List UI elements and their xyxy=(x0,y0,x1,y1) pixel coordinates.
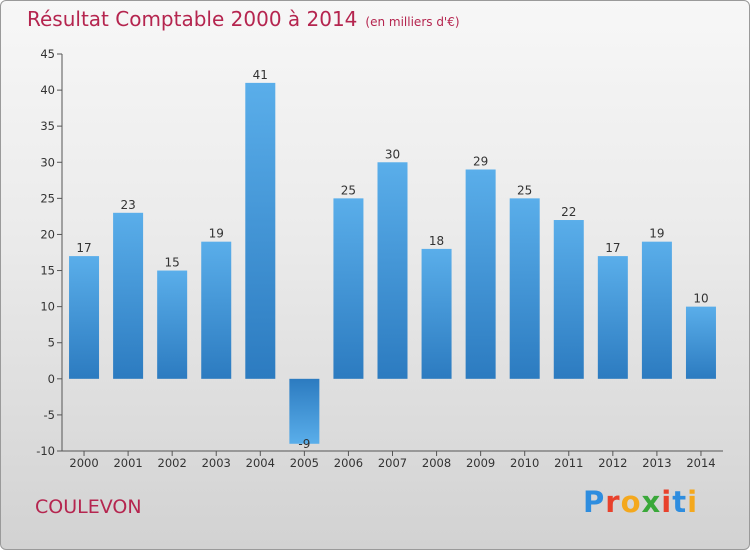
town-name: COULEVON xyxy=(35,496,142,518)
logo-letter: i xyxy=(661,485,673,519)
x-tick-label: 2007 xyxy=(378,456,407,470)
data-label: 15 xyxy=(165,256,180,270)
y-tick-label: 0 xyxy=(48,372,55,386)
chart-axes: -10 -5 0 5 10 15 20 25 30 35 40 45 2000 2001 2002 2003 2… xyxy=(36,47,723,470)
logo-letter: t xyxy=(672,485,688,519)
bar xyxy=(465,169,496,379)
data-label: 17 xyxy=(76,241,91,255)
y-tick-label: 25 xyxy=(40,191,55,205)
data-label: 18 xyxy=(429,234,444,248)
x-tick-label: 2001 xyxy=(113,456,142,470)
x-tick-label: 2008 xyxy=(422,456,451,470)
chart-data-labels: 17 23 15 19 41 -9 25 30 18 29 25 22 17 19 10 xyxy=(76,68,708,451)
bar xyxy=(641,241,672,379)
bar xyxy=(201,241,232,379)
y-tick-label: -10 xyxy=(36,444,55,458)
x-tick-label: 2005 xyxy=(290,456,319,470)
y-tick-label: 30 xyxy=(40,155,55,169)
y-tick-label: 45 xyxy=(40,47,55,61)
bar xyxy=(509,198,540,379)
logo-letter: x xyxy=(641,485,662,519)
y-tick-label: -5 xyxy=(44,408,55,422)
data-label: 10 xyxy=(693,292,708,306)
logo-letter: i xyxy=(687,485,699,519)
logo-letter: o xyxy=(620,485,642,519)
x-tick-label: 2013 xyxy=(642,456,671,470)
bar xyxy=(113,212,144,379)
y-tick-label: 40 xyxy=(40,83,55,97)
y-tick-label: 20 xyxy=(40,227,55,241)
bar xyxy=(421,248,452,379)
chart-bars xyxy=(69,82,716,444)
y-tick-label: 15 xyxy=(40,264,55,278)
data-label: 30 xyxy=(385,147,400,161)
chart-subtitle: (en milliers d'€) xyxy=(365,15,460,29)
bar xyxy=(597,256,628,379)
logo-letter: r xyxy=(605,485,621,519)
data-label: 19 xyxy=(209,227,224,241)
x-tick-label: 2012 xyxy=(598,456,627,470)
x-tick-label: 2014 xyxy=(686,456,715,470)
data-label: -9 xyxy=(298,437,310,451)
bar xyxy=(69,256,100,379)
bar xyxy=(553,220,584,379)
data-label: 23 xyxy=(120,198,135,212)
x-tick-label: 2006 xyxy=(334,456,363,470)
data-label: 25 xyxy=(341,183,356,197)
data-label: 17 xyxy=(605,241,620,255)
x-tick-label: 2009 xyxy=(466,456,495,470)
x-tick-label: 2004 xyxy=(246,456,275,470)
bar xyxy=(289,378,320,444)
data-label: 25 xyxy=(517,183,532,197)
y-tick-label: 5 xyxy=(48,336,55,350)
x-tick-label: 2011 xyxy=(554,456,583,470)
proxiti-logo: Proxiti xyxy=(583,485,698,519)
x-tick-label: 2002 xyxy=(158,456,187,470)
data-label: 29 xyxy=(473,154,488,168)
logo-letter: P xyxy=(583,485,606,519)
bar xyxy=(685,306,716,379)
x-tick-label: 2003 xyxy=(202,456,231,470)
y-tick-label: 10 xyxy=(40,300,55,314)
bar xyxy=(377,162,408,379)
bar xyxy=(157,270,188,379)
bar xyxy=(245,82,276,379)
data-label: 22 xyxy=(561,205,576,219)
y-tick-label: 35 xyxy=(40,119,55,133)
chart-title-text: Résultat Comptable 2000 à 2014 xyxy=(27,7,358,31)
x-tick-label: 2010 xyxy=(510,456,539,470)
bar xyxy=(333,198,364,379)
chart-title: Résultat Comptable 2000 à 2014 (en millie… xyxy=(27,7,460,31)
x-tick-label: 2000 xyxy=(69,456,98,470)
data-label: 19 xyxy=(649,227,664,241)
data-label: 41 xyxy=(253,68,268,82)
